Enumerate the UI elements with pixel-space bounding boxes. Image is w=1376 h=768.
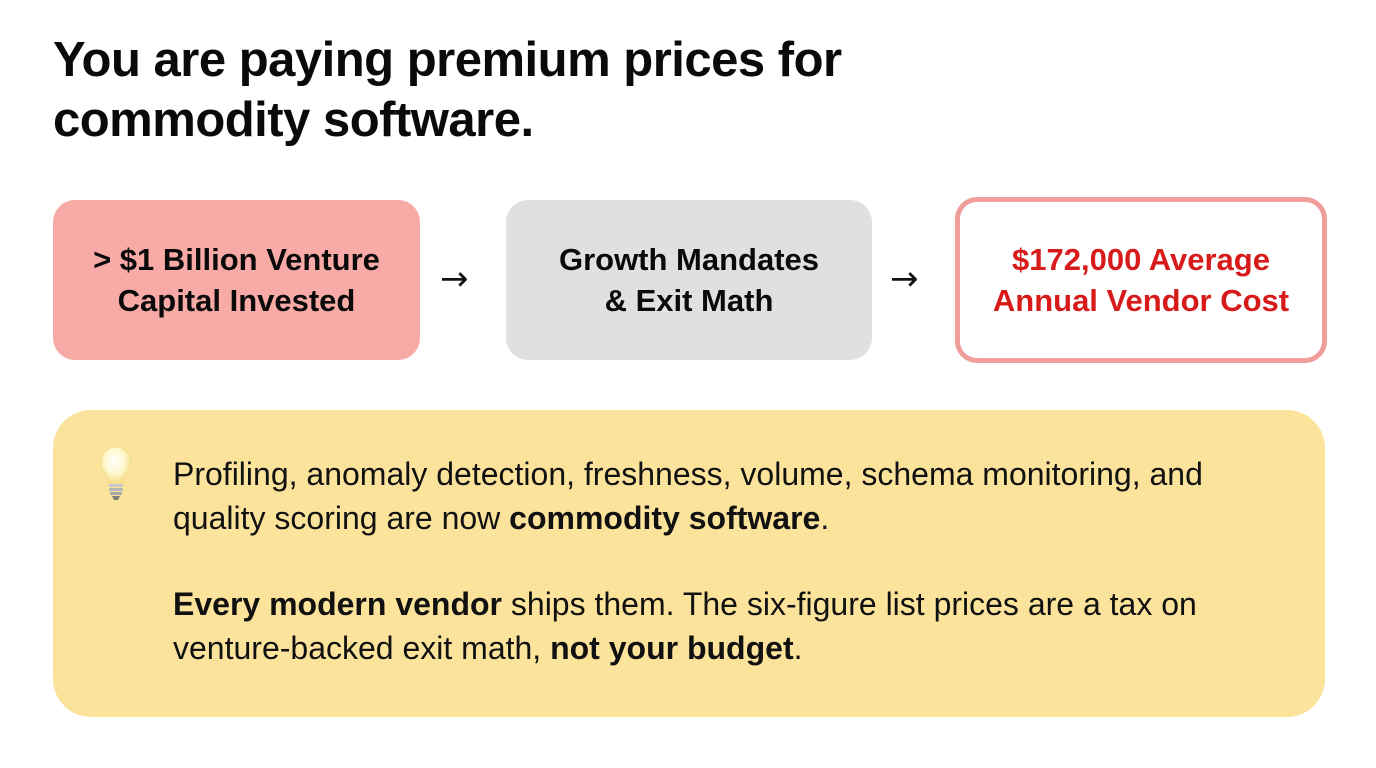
callout-paragraph-vendors: Every modern vendor ships them. The six-… <box>173 582 1293 670</box>
lightbulb-icon <box>100 446 132 500</box>
flow-step-venture-capital: > $1 Billion Venture Capital Invested <box>53 200 420 360</box>
slide-title-line-1: You are paying premium prices for <box>53 33 842 87</box>
flow-step-line: & Exit Math <box>604 283 774 318</box>
right-arrow-icon: → <box>890 259 919 299</box>
callout-emphasis: Every modern vendor <box>173 586 502 622</box>
callout-emphasis: not your budget <box>550 630 794 666</box>
flow-step-growth-mandates: Growth Mandates & Exit Math <box>506 200 872 360</box>
flow-step-line: Growth Mandates <box>558 242 820 277</box>
flow-step-line: Capital Invested <box>117 283 356 318</box>
flow-step-line: Annual Vendor Cost <box>992 283 1290 318</box>
callout-text: Profiling, anomaly detection, freshness,… <box>173 456 1203 536</box>
flow-step-vendor-cost: $172,000 Average Annual Vendor Cost <box>955 197 1327 363</box>
callout-emphasis: commodity software <box>509 500 821 536</box>
callout-paragraph-commodity: Profiling, anomaly detection, freshness,… <box>173 452 1293 540</box>
right-arrow-icon: → <box>440 259 469 299</box>
callout-text: . <box>793 630 803 666</box>
flow-step-line: > $1 Billion Venture <box>93 242 380 277</box>
callout-text: ships them. The six-figure list prices a… <box>173 586 1197 666</box>
callout-body: Profiling, anomaly detection, freshness,… <box>173 452 1293 670</box>
flow-step-line: $172,000 Average <box>1012 242 1270 277</box>
slide-title-line-2: commodity software. <box>53 93 534 147</box>
callout-text: . <box>820 500 830 536</box>
cost-flow-diagram: > $1 Billion Venture Capital Invested → … <box>53 197 1327 363</box>
insight-callout: Profiling, anomaly detection, freshness,… <box>53 410 1325 717</box>
slide-title: You are paying premium prices for commod… <box>53 30 953 150</box>
